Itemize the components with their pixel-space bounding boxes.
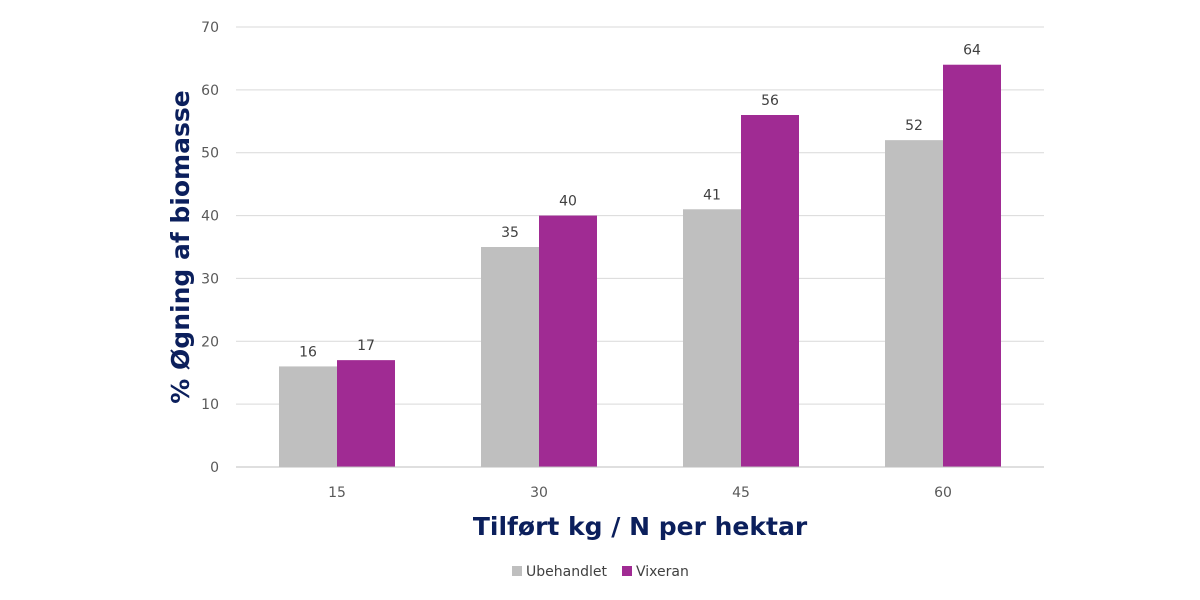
x-tick-label: 60 [934, 485, 952, 501]
bar-vixeran-15 [337, 360, 395, 467]
bar-vixeran-60 [943, 64, 1001, 467]
legend-label-ubehandlet: Ubehandlet [526, 564, 607, 580]
y-tick-label: 30 [201, 271, 219, 287]
y-axis-title: % Øgning af biomasse [166, 90, 195, 403]
legend-swatch-vixeran [622, 566, 632, 576]
y-tick-label: 0 [210, 460, 219, 476]
data-label: 16 [299, 344, 317, 360]
legend-swatch-ubehandlet [512, 566, 522, 576]
data-label: 52 [905, 118, 923, 134]
gridlines [236, 26, 1044, 405]
data-label: 41 [703, 187, 721, 203]
data-label: 35 [501, 225, 519, 241]
data-labels: 16 17 35 40 41 56 52 64 [299, 43, 981, 361]
bar-ubehandlet-30 [481, 247, 539, 467]
y-tick-label: 50 [201, 146, 219, 162]
data-label: 64 [963, 43, 981, 59]
y-tick-label: 20 [201, 334, 219, 350]
bar-ubehandlet-45 [683, 209, 741, 468]
x-tick-label: 30 [530, 485, 548, 501]
x-tick-label: 15 [328, 485, 346, 501]
y-tick-label: 70 [201, 20, 219, 36]
x-tick-label: 45 [732, 485, 750, 501]
x-axis-title: Tilført kg / N per hektar [473, 512, 808, 541]
y-tick-label: 60 [201, 83, 219, 99]
y-tick-label: 40 [201, 209, 219, 225]
bar-ubehandlet-15 [279, 366, 337, 467]
y-axis-ticks: 0 10 20 30 40 50 60 70 [201, 20, 219, 476]
bar-ubehandlet-60 [885, 140, 943, 467]
legend: Ubehandlet Vixeran [512, 564, 689, 580]
legend-label-vixeran: Vixeran [636, 564, 689, 580]
bars [279, 64, 1001, 468]
data-label: 40 [559, 194, 577, 210]
data-label: 56 [761, 93, 779, 109]
y-tick-label: 10 [201, 397, 219, 413]
bar-vixeran-30 [539, 215, 597, 467]
x-axis-ticks: 15 30 45 60 [328, 485, 952, 501]
data-label: 17 [357, 338, 375, 354]
bar-vixeran-45 [741, 115, 799, 467]
